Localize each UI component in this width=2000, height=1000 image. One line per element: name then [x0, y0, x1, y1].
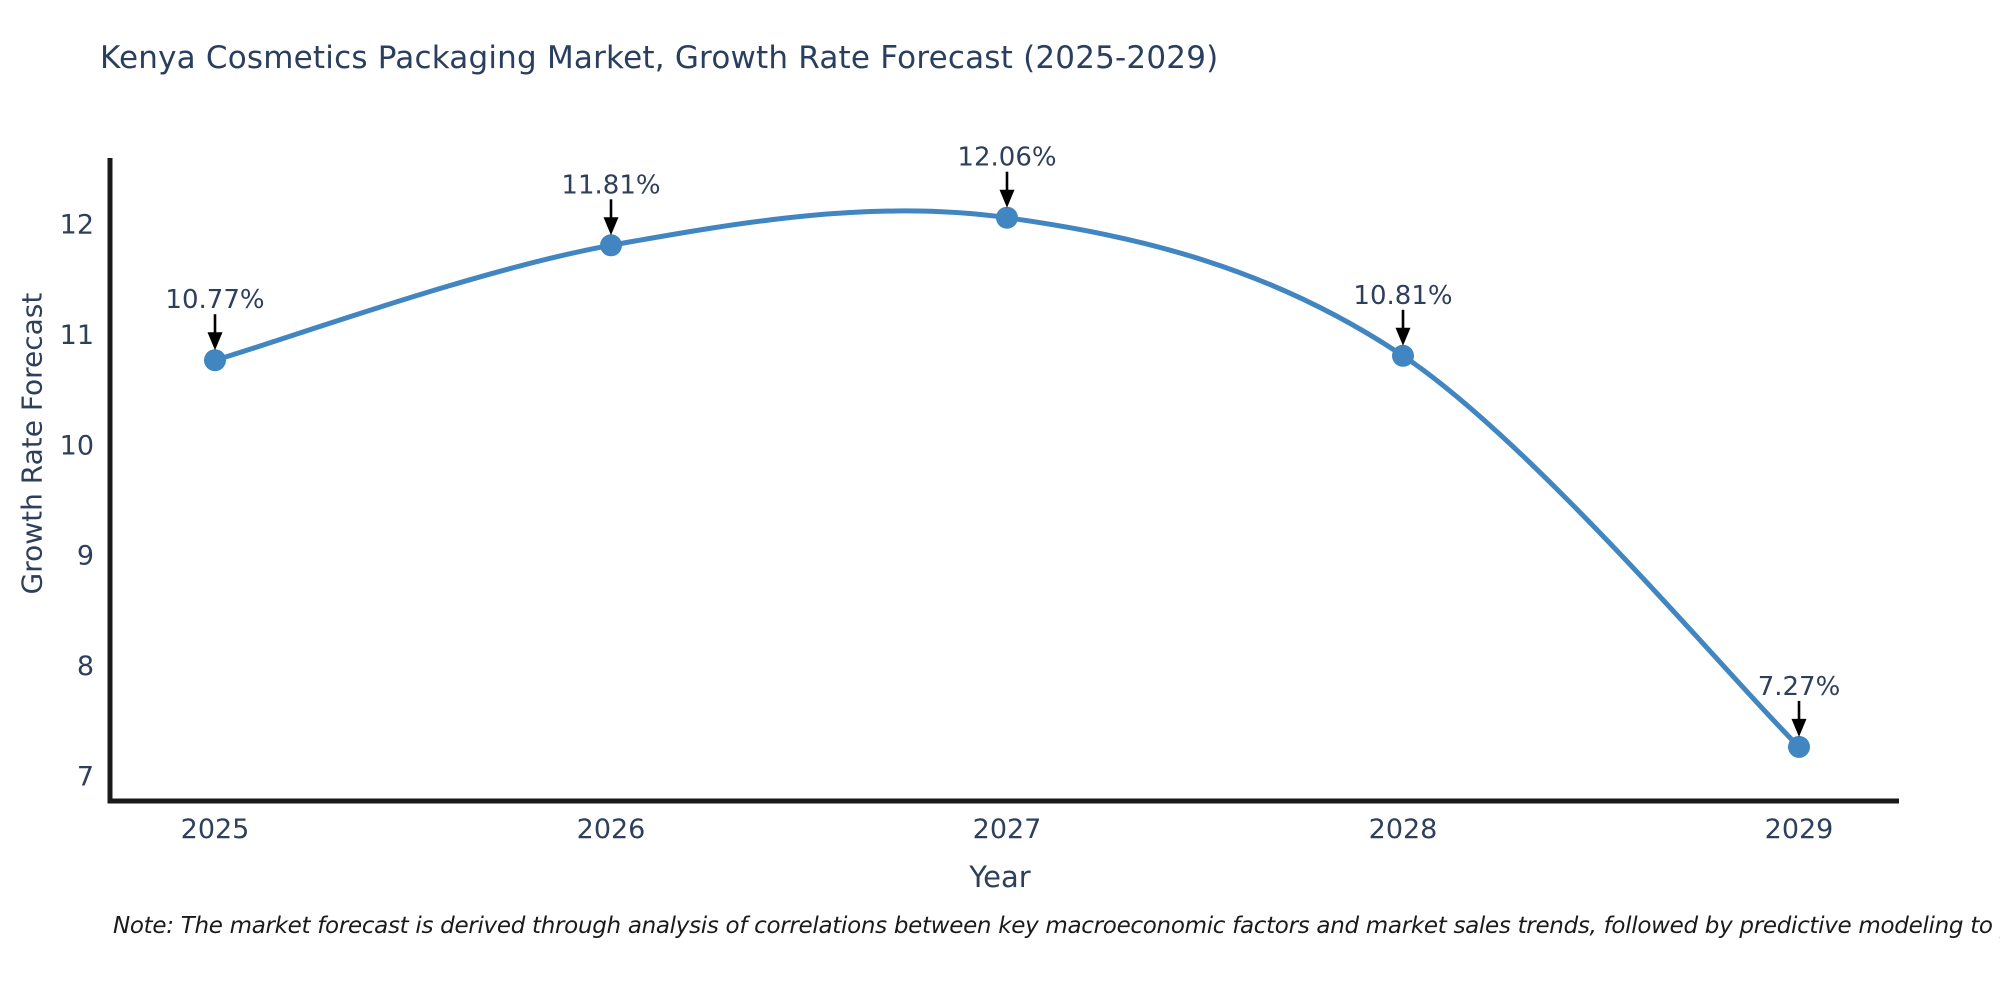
- y-tick-label-11: 11: [60, 320, 94, 351]
- data-point-2029: [1788, 735, 1810, 758]
- point-annotation-label: 10.77%: [165, 285, 264, 315]
- chart-title: Kenya Cosmetics Packaging Market, Growth…: [100, 40, 1219, 76]
- annotation-arrowhead: [1395, 327, 1411, 346]
- x-axis-title: Year: [969, 860, 1031, 894]
- annotation-arrowhead: [207, 332, 223, 351]
- annotation-arrowhead: [603, 217, 619, 236]
- x-tick-label-2028: 2028: [1369, 814, 1438, 845]
- point-annotation-label: 11.81%: [561, 170, 660, 200]
- point-annotation-label: 7.27%: [1758, 672, 1841, 702]
- x-tick-label-2026: 2026: [577, 814, 646, 845]
- annotation-arrowhead: [999, 189, 1015, 208]
- data-point-2027: [996, 206, 1018, 229]
- point-annotation-label: 10.81%: [1353, 281, 1452, 311]
- x-tick-label-2027: 2027: [973, 814, 1042, 845]
- y-tick-label-7: 7: [77, 762, 94, 793]
- annotation-arrowhead: [1791, 718, 1807, 737]
- x-tick-label-2029: 2029: [1765, 814, 1834, 845]
- y-tick-label-12: 12: [60, 209, 94, 240]
- data-point-2026: [600, 234, 622, 257]
- x-tick-label-2025: 2025: [181, 814, 250, 845]
- y-tick-label-8: 8: [77, 651, 94, 682]
- footnote: Note: The market forecast is derived thr…: [113, 913, 2000, 939]
- point-annotation-label: 12.06%: [957, 143, 1056, 173]
- data-point-2025: [204, 349, 226, 372]
- y-tick-label-9: 9: [77, 541, 94, 572]
- data-point-2028: [1392, 344, 1414, 367]
- forecast-line: [212, 208, 1802, 750]
- y-tick-label-10: 10: [60, 430, 94, 461]
